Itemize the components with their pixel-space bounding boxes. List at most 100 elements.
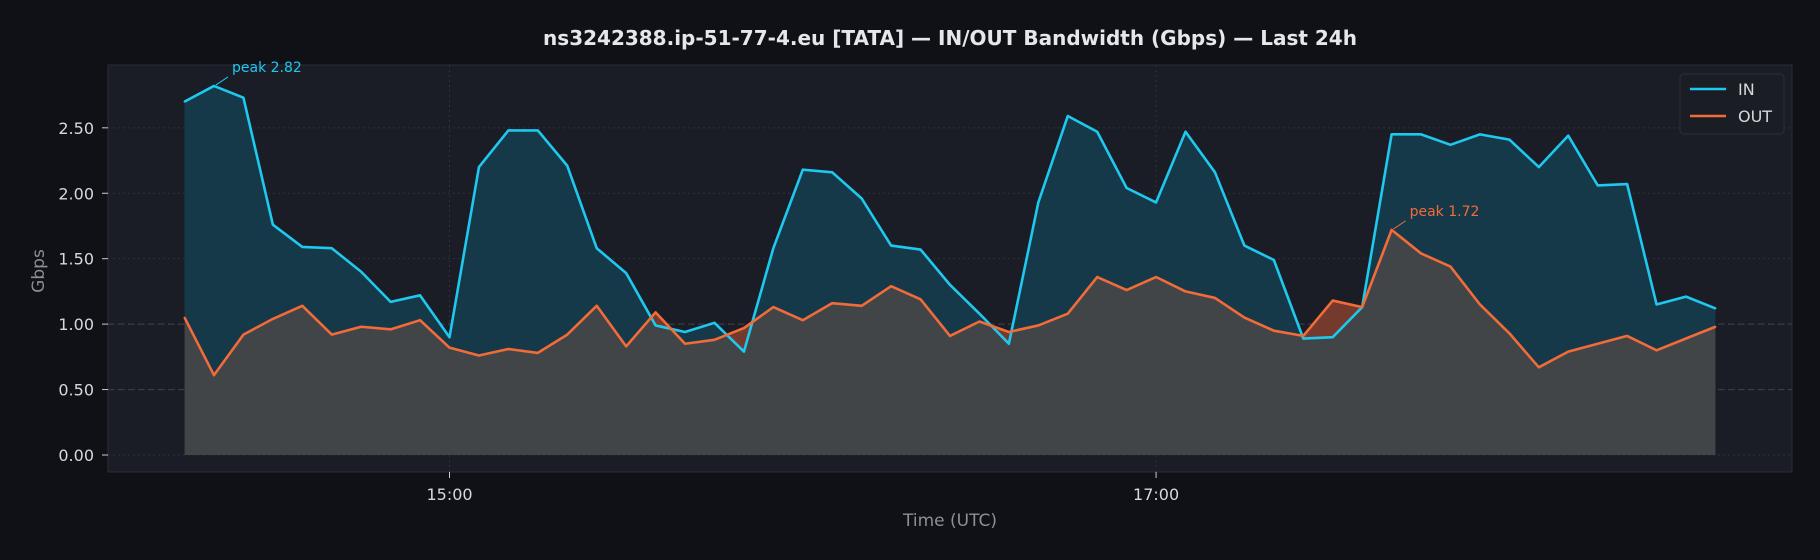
in-data-point — [860, 197, 863, 200]
legend-label-out: OUT — [1738, 107, 1772, 126]
out-data-point — [1390, 228, 1393, 231]
out-data-point — [1596, 342, 1599, 345]
axes: 0.00 0.50 1.00 1.50 2.00 2.50 15:00 17:00 — [58, 119, 1179, 504]
annotation-arrow — [1393, 220, 1406, 230]
in-data-point — [477, 166, 480, 169]
in-data-point — [1478, 133, 1481, 136]
in-data-point — [1420, 133, 1423, 136]
out-data-point — [448, 346, 451, 349]
in-data-point — [1537, 166, 1540, 169]
out-data-point — [1449, 265, 1452, 268]
peak-annotations: peak 2.82 peak 1.72 — [215, 60, 1480, 230]
in-data-point — [389, 300, 392, 303]
out-data-point — [1508, 332, 1511, 335]
y-tick-label: 0.00 — [58, 446, 94, 465]
out-data-point — [1066, 312, 1069, 315]
out-data-point — [949, 334, 951, 337]
in-data-point — [654, 324, 657, 327]
out-data-point — [772, 306, 775, 309]
out-data-point — [1626, 334, 1629, 337]
y-tick-label: 0.50 — [58, 381, 94, 400]
out-data-point — [419, 319, 422, 322]
in-data-point — [271, 223, 274, 226]
out-data-point — [1007, 330, 1010, 333]
legend-label-in: IN — [1738, 80, 1755, 99]
in-data-point — [536, 129, 539, 132]
out-data-point — [831, 302, 834, 305]
in-data-point — [419, 294, 422, 297]
in-data-point — [1302, 337, 1305, 340]
out-data-point — [1655, 349, 1658, 352]
y-axis-label: Gbps — [29, 249, 49, 293]
in-data-point — [595, 247, 598, 250]
out-data-point — [1037, 324, 1040, 327]
out-data-point — [477, 354, 480, 357]
in-data-point — [1243, 244, 1246, 247]
in-data-point — [1655, 303, 1658, 306]
out-data-point — [536, 351, 539, 354]
peak-annotation: peak 1.72 — [1410, 204, 1480, 220]
in-data-point — [949, 283, 951, 286]
in-data-point — [919, 248, 922, 251]
in-data-point — [301, 245, 304, 248]
in-data-point — [183, 100, 186, 103]
out-data-point — [242, 333, 245, 336]
in-data-point — [978, 312, 981, 315]
in-data-point — [1037, 201, 1040, 204]
series-points — [183, 84, 1717, 377]
out-data-point — [1184, 290, 1187, 293]
in-data-point — [1714, 307, 1717, 310]
out-data-point — [1302, 334, 1305, 337]
in-data-point — [1390, 133, 1393, 136]
out-data-point — [1361, 306, 1364, 309]
in-data-point — [1125, 187, 1128, 190]
in-data-point — [242, 96, 245, 99]
out-data-point — [1125, 289, 1128, 292]
in-data-point — [1596, 184, 1599, 187]
annotation-arrow — [215, 76, 229, 86]
out-data-point — [860, 304, 863, 307]
in-data-point — [1096, 130, 1099, 133]
in-data-point — [742, 350, 745, 353]
in-data-point — [1184, 130, 1187, 133]
out-data-point — [684, 342, 687, 345]
in-data-point — [1066, 115, 1069, 118]
x-tick-label: 17:00 — [1133, 485, 1179, 504]
in-data-point — [1213, 171, 1216, 174]
out-data-point — [301, 304, 304, 307]
in-data-point — [1272, 258, 1275, 261]
out-data-point — [1478, 303, 1481, 306]
in-data-point — [448, 336, 451, 339]
in-data-point — [1508, 138, 1511, 141]
out-data-point — [1213, 296, 1216, 299]
in-data-point — [713, 321, 716, 324]
x-axis-label: Time (UTC) — [902, 511, 997, 531]
in-data-point — [1685, 295, 1688, 298]
out-data-point — [890, 285, 893, 288]
chart-title: ns3242388.ip-51-77-4.eu [TATA] — IN/OUT … — [543, 26, 1357, 50]
out-data-point — [1537, 366, 1540, 369]
out-data-point — [742, 327, 745, 330]
x-tick-label: 15:00 — [426, 485, 472, 504]
out-data-point — [654, 311, 657, 314]
out-data-point — [1272, 329, 1275, 332]
out-data-point — [978, 320, 981, 323]
y-tick-label: 1.00 — [58, 315, 94, 334]
out-data-point — [1155, 276, 1158, 279]
in-data-point — [566, 164, 569, 167]
in-data-point — [831, 171, 834, 174]
in-data-point — [330, 247, 333, 250]
out-data-point — [1420, 252, 1423, 255]
y-tick-label: 2.50 — [58, 119, 94, 138]
peak-annotation: peak 2.82 — [232, 60, 302, 76]
in-data-point — [1626, 183, 1629, 186]
in-data-point — [890, 244, 893, 247]
out-data-point — [1331, 299, 1334, 302]
out-data-point — [1096, 276, 1099, 279]
out-data-point — [389, 328, 392, 331]
in-data-point — [801, 168, 804, 171]
in-data-point — [212, 84, 215, 87]
in-data-point — [1449, 143, 1452, 146]
out-data-point — [595, 304, 598, 307]
out-data-point — [183, 316, 186, 319]
